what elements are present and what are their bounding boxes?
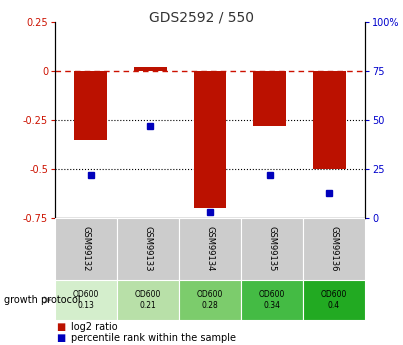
Text: ■: ■ xyxy=(56,322,66,332)
Bar xyxy=(117,218,179,280)
Text: OD600
0.28: OD600 0.28 xyxy=(197,290,223,310)
Text: ■: ■ xyxy=(56,333,66,343)
Text: OD600
0.34: OD600 0.34 xyxy=(259,290,285,310)
Bar xyxy=(117,280,179,320)
Bar xyxy=(179,218,241,280)
Text: OD600
0.21: OD600 0.21 xyxy=(135,290,161,310)
Text: GSM99135: GSM99135 xyxy=(268,226,276,272)
Bar xyxy=(179,280,241,320)
Bar xyxy=(193,71,226,208)
Bar xyxy=(303,280,365,320)
Bar xyxy=(134,67,167,71)
Text: GDS2592 / 550: GDS2592 / 550 xyxy=(149,10,254,24)
Bar xyxy=(303,218,365,280)
Text: GSM99133: GSM99133 xyxy=(143,226,152,272)
Text: GSM99136: GSM99136 xyxy=(330,226,339,272)
Bar xyxy=(241,280,303,320)
Bar xyxy=(55,218,117,280)
Bar xyxy=(55,280,117,320)
Text: log2 ratio: log2 ratio xyxy=(71,322,117,332)
Text: growth protocol: growth protocol xyxy=(4,295,81,305)
Text: GSM99134: GSM99134 xyxy=(206,226,214,272)
Bar xyxy=(241,218,303,280)
Bar xyxy=(313,71,346,169)
Text: OD600
0.4: OD600 0.4 xyxy=(321,290,347,310)
Bar xyxy=(253,71,286,126)
Text: GSM99132: GSM99132 xyxy=(81,226,91,272)
Bar xyxy=(75,71,107,140)
Text: percentile rank within the sample: percentile rank within the sample xyxy=(71,333,235,343)
Text: OD600
0.13: OD600 0.13 xyxy=(73,290,99,310)
